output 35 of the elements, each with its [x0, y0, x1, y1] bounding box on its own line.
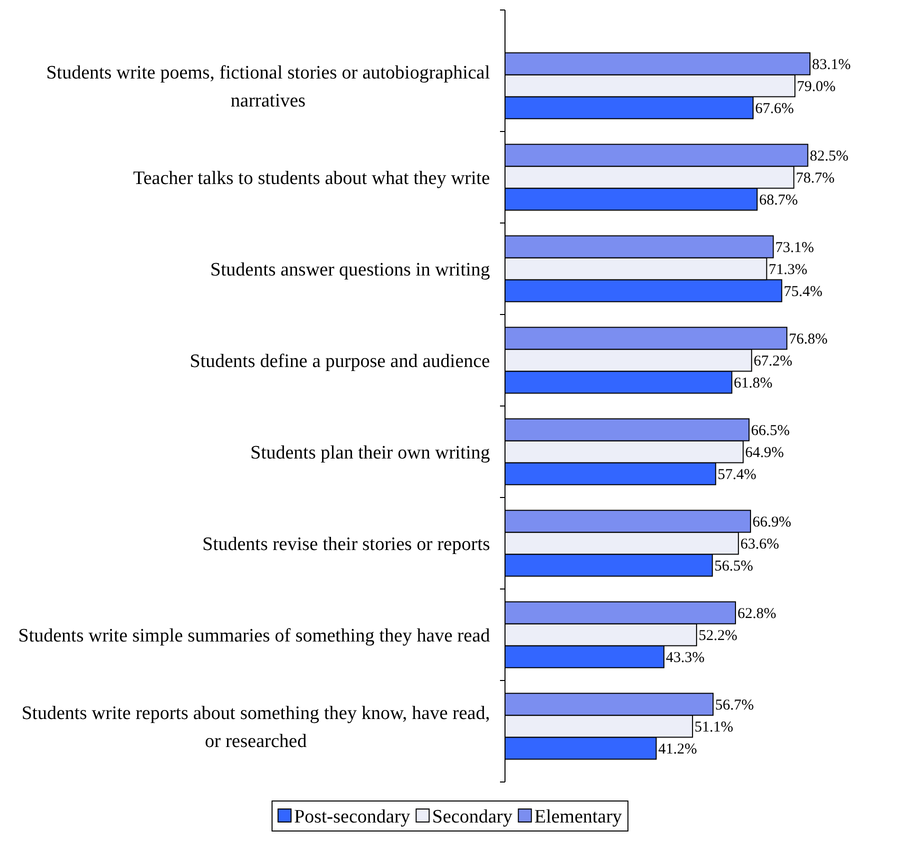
y-tick-label: Students revise their stories or reports: [202, 534, 490, 555]
data-label: 51.1%: [694, 720, 734, 736]
data-label: 62.8%: [737, 606, 776, 622]
data-label: 79.0%: [796, 79, 836, 95]
data-label: 76.8%: [788, 332, 828, 348]
data-label: 57.4%: [718, 466, 756, 483]
data-label: 66.5%: [751, 423, 790, 440]
legend-label: Elementary: [534, 806, 622, 828]
data-label: 67.6%: [755, 100, 794, 117]
data-label: 67.2%: [754, 354, 792, 370]
y-tick-label: Students write poems, fictional stories or autobiographical narratives: [46, 62, 490, 112]
data-label: 82.5%: [810, 148, 849, 165]
data-label: 64.9%: [745, 445, 784, 461]
data-label: 78.7%: [796, 170, 835, 186]
data-label: 71.3%: [768, 262, 808, 278]
data-label: 52.2%: [698, 628, 738, 644]
y-tick-label: Students write simple summaries of something they have read: [18, 625, 490, 646]
y-tick-label: Students write reports about something they know, have read, or researched: [22, 702, 490, 752]
data-label: 83.1%: [812, 57, 851, 74]
data-label: 61.8%: [734, 375, 773, 392]
y-tick-label: Teacher talks to students about what they write: [133, 168, 490, 189]
data-label: 66.9%: [752, 514, 792, 531]
legend-label: Secondary: [432, 806, 513, 828]
data-label: 56.7%: [715, 698, 754, 714]
y-tick-label: Students answer questions in writing: [210, 259, 490, 280]
data-label: 68.7%: [759, 192, 798, 208]
data-label: 43.3%: [666, 650, 705, 666]
legend-label: Post-secondary: [294, 806, 411, 828]
data-label: 63.6%: [740, 536, 780, 552]
y-tick-label: Students plan their own writing: [250, 442, 490, 464]
data-label: 73.1%: [775, 240, 814, 256]
y-tick-label: Students define a purpose and audience: [190, 350, 490, 372]
data-label: 75.4%: [784, 284, 822, 300]
data-label: 41.2%: [658, 741, 697, 758]
data-label: 56.5%: [714, 558, 754, 574]
